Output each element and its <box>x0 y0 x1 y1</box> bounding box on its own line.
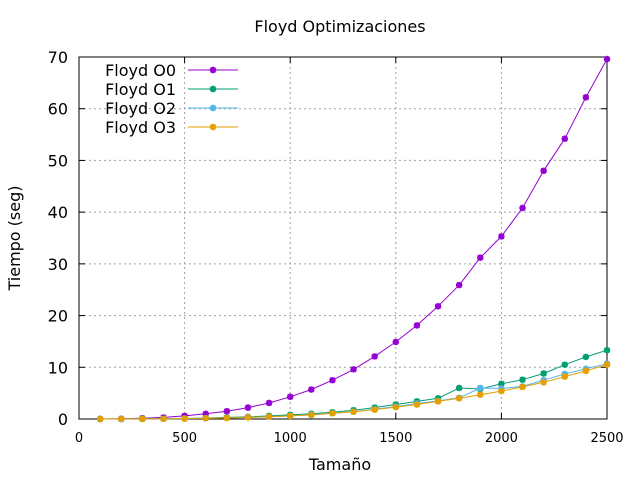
legend-swatch-marker <box>209 66 217 74</box>
data-point <box>202 410 209 418</box>
data-point <box>329 377 336 384</box>
data-point <box>519 204 526 212</box>
legend-swatch-marker <box>209 123 217 131</box>
data-point <box>498 387 505 395</box>
data-point <box>265 413 273 420</box>
data-point <box>434 303 442 310</box>
legend-label: Floyd O2 <box>105 99 176 118</box>
data-point <box>350 408 357 415</box>
series-3 <box>96 361 611 423</box>
chart-title: Floyd Optimizaciones <box>254 17 425 36</box>
data-point <box>265 399 273 407</box>
data-point <box>244 414 252 421</box>
x-tick-label: 1500 <box>379 431 412 446</box>
data-point <box>498 380 505 388</box>
data-point <box>287 393 294 400</box>
y-axis-label: Tiempo (seg) <box>5 185 24 291</box>
data-point <box>139 415 146 423</box>
data-point <box>603 361 611 368</box>
data-point <box>392 338 399 346</box>
data-point <box>244 404 252 411</box>
legend-swatch-marker <box>209 104 217 112</box>
legend-item: Floyd O3 <box>105 118 238 137</box>
data-point <box>223 408 231 415</box>
data-point <box>519 383 526 391</box>
series-line <box>100 58 608 420</box>
data-point <box>202 415 209 422</box>
data-point <box>181 415 188 422</box>
data-point <box>413 401 421 408</box>
x-axis-label: Tamaño <box>308 455 371 474</box>
data-point <box>434 398 442 405</box>
data-point <box>603 55 611 63</box>
legend-label: Floyd O0 <box>105 61 176 80</box>
y-tick-label: 50 <box>48 151 68 170</box>
legend-item: Floyd O2 <box>105 99 238 118</box>
data-point <box>540 167 547 174</box>
data-point <box>540 379 547 386</box>
data-point <box>350 366 357 373</box>
data-point <box>519 376 526 383</box>
y-tick-label: 0 <box>58 410 68 429</box>
x-tick-label: 2000 <box>485 431 518 446</box>
y-tick-label: 20 <box>48 307 68 326</box>
data-point <box>582 367 590 375</box>
y-tick-label: 30 <box>48 255 68 274</box>
data-point <box>477 391 484 398</box>
data-point <box>603 347 611 354</box>
data-point <box>498 233 505 240</box>
data-point <box>561 373 568 380</box>
data-point <box>477 384 484 392</box>
data-point <box>371 406 378 413</box>
data-point <box>96 415 104 423</box>
data-point <box>329 410 336 417</box>
data-point <box>582 94 590 101</box>
data-point <box>540 370 547 377</box>
legend-swatch-marker <box>209 85 217 93</box>
data-point <box>223 414 231 422</box>
data-point <box>561 361 568 368</box>
data-point <box>561 135 568 142</box>
data-point <box>308 386 315 393</box>
y-tick-label: 70 <box>48 48 68 67</box>
data-point <box>160 415 167 422</box>
legend-item: Floyd O0 <box>105 61 238 80</box>
data-point <box>118 415 125 423</box>
legend-label: Floyd O3 <box>105 118 176 137</box>
data-point <box>308 411 315 419</box>
data-point <box>371 353 378 360</box>
data-point <box>477 254 484 261</box>
series-group <box>96 55 611 423</box>
x-tick-label: 0 <box>75 431 83 446</box>
data-point <box>287 412 294 420</box>
x-tick-label: 500 <box>172 431 197 446</box>
legend-item: Floyd O1 <box>105 80 238 99</box>
data-point <box>455 395 463 402</box>
y-tick-label: 10 <box>48 358 68 377</box>
y-tick-label: 40 <box>48 203 68 222</box>
x-tick-label: 2500 <box>590 431 623 446</box>
y-tick-label: 60 <box>48 100 68 119</box>
plot-frame <box>78 56 608 420</box>
data-point <box>413 322 421 329</box>
axes: 0 500 1000 1500 2000 2500 0 10 20 30 40 50 60 70 <box>48 48 624 446</box>
data-point <box>455 384 463 392</box>
legend-label: Floyd O1 <box>105 80 176 99</box>
data-point <box>582 353 590 361</box>
x-tick-label: 1000 <box>274 431 307 446</box>
data-point <box>455 281 463 289</box>
data-point <box>392 403 399 411</box>
